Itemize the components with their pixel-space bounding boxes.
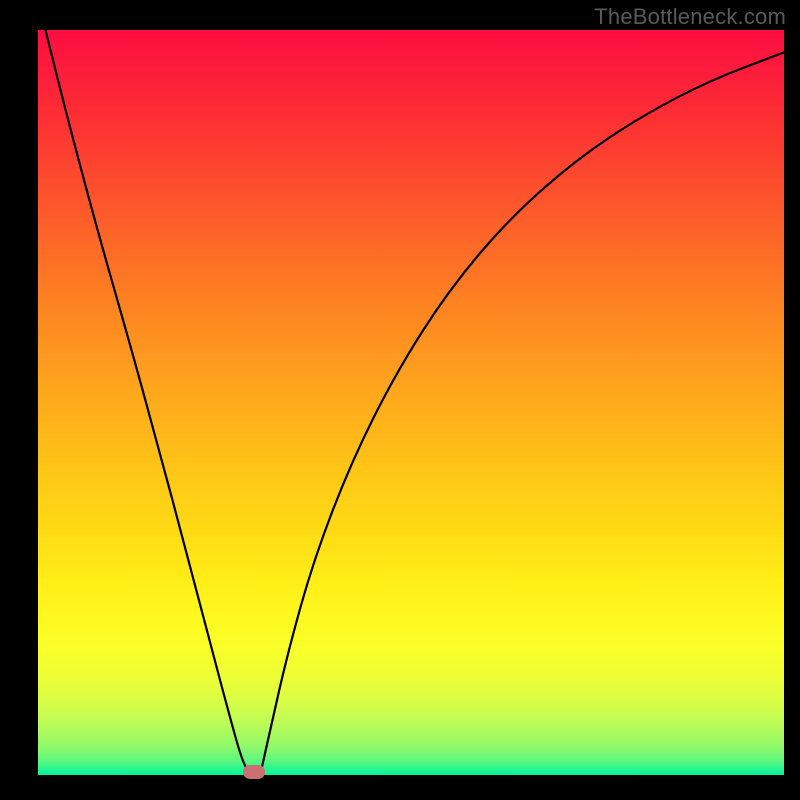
bottleneck-marker <box>243 765 265 779</box>
chart-container: TheBottleneck.com <box>0 0 800 800</box>
gradient-plot-area <box>38 30 784 775</box>
attribution-text: TheBottleneck.com <box>594 4 786 30</box>
